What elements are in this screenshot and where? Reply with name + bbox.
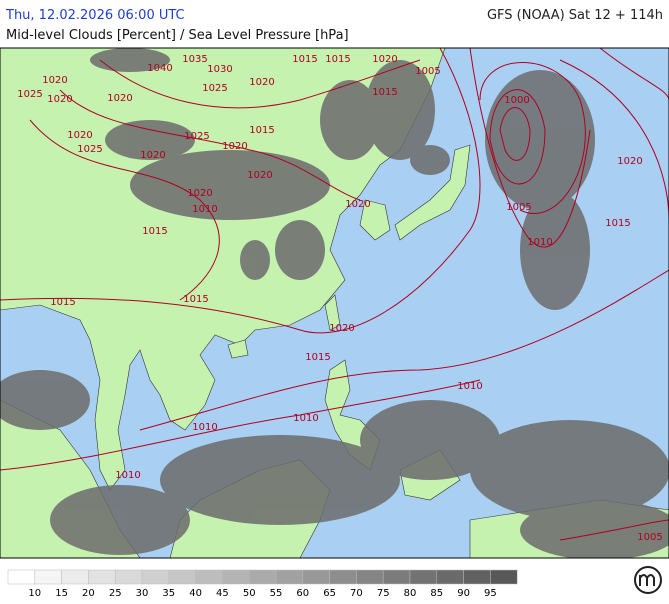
isobar-label: 1010 — [457, 381, 482, 392]
legend-swatch — [195, 569, 223, 585]
isobar-label: 1000 — [504, 95, 529, 106]
isobar-label: 1025 — [77, 144, 102, 155]
subtitle: Mid-level Clouds [Percent] / Sea Level P… — [6, 28, 349, 43]
legend-label: 20 — [82, 588, 95, 599]
legend-swatch — [436, 569, 464, 585]
isobar-label: 1015 — [142, 226, 167, 237]
isobar-label: 1015 — [305, 352, 330, 363]
legend-swatch — [463, 569, 491, 585]
isobar-label: 1010 — [527, 237, 552, 248]
legend-swatch — [248, 569, 277, 585]
legend-swatch — [114, 569, 143, 585]
isobar-label: 1020 — [47, 94, 72, 105]
isobar-label: 1015 — [249, 125, 274, 136]
legend-swatch — [222, 569, 250, 585]
legend-swatch — [275, 569, 304, 585]
isobar-label: 1020 — [42, 75, 67, 86]
legend-swatch — [61, 569, 89, 585]
legend-label: 90 — [457, 588, 470, 599]
isobar-label: 1035 — [182, 54, 207, 65]
isobar-label: 1025 — [184, 131, 209, 142]
isobar-label: 1020 — [345, 199, 370, 210]
isobar-label: 1005 — [415, 66, 440, 77]
isobar-label: 1010 — [192, 204, 217, 215]
land — [0, 48, 669, 558]
isobar-label: 1015 — [325, 54, 350, 65]
legend-swatch — [382, 569, 411, 585]
legend-label: 40 — [189, 588, 202, 599]
legend-swatch — [7, 569, 36, 585]
legend-swatch — [141, 569, 170, 585]
isobar-label: 1020 — [329, 323, 354, 334]
isobar-label: 1005 — [506, 202, 531, 213]
legend-label: 45 — [216, 588, 229, 599]
legend-label: 70 — [350, 588, 363, 599]
map-frame — [0, 47, 669, 559]
legend-swatch — [329, 569, 357, 585]
isobar-label: 1015 — [292, 54, 317, 65]
isobar-label: 1040 — [147, 63, 172, 74]
isobar-label: 1020 — [140, 150, 165, 161]
isobar-label: 1015 — [605, 218, 630, 229]
isobar-label: 1015 — [183, 294, 208, 305]
legend-label: 25 — [109, 588, 122, 599]
isobar-label: 1010 — [293, 413, 318, 424]
legend-swatch — [409, 569, 438, 585]
datetime: Thu, 12.02.2026 06:00 UTC — [5, 8, 185, 23]
isobar-label: 1010 — [192, 422, 217, 433]
isobar-label: 1020 — [372, 54, 397, 65]
legend-label: 80 — [404, 588, 417, 599]
isobars — [0, 48, 669, 541]
legend-label: 65 — [323, 588, 336, 599]
isobar-label: 1030 — [207, 64, 232, 75]
isobar-label: 1025 — [202, 83, 227, 94]
isobar-label: 1020 — [67, 130, 92, 141]
legend-label: 50 — [243, 588, 256, 599]
isobar-label: 1020 — [187, 188, 212, 199]
legend-label: 85 — [430, 588, 443, 599]
legend-label: 75 — [377, 588, 390, 599]
legend-swatch — [356, 569, 384, 585]
legend: 10 15 20 25 30 35 40 45 50 55 60 65 70 75 80 85 90 95 — [7, 569, 518, 599]
logo — [634, 566, 662, 594]
legend-swatch — [34, 569, 62, 585]
isobar-label: 1010 — [115, 470, 140, 481]
legend-label: 30 — [136, 588, 149, 599]
isobar-label: 1020 — [222, 141, 247, 152]
legend-label: 35 — [162, 588, 175, 599]
legend-label: 15 — [55, 588, 68, 599]
legend-swatch — [168, 569, 196, 585]
clouds — [0, 48, 669, 558]
isobar-label: 1025 — [17, 89, 42, 100]
isobar-label: 1020 — [249, 77, 274, 88]
isobar-label: 1015 — [50, 297, 75, 308]
legend-label: 95 — [484, 588, 497, 599]
isobar-label: 1020 — [107, 93, 132, 104]
isobar-label: 1015 — [372, 87, 397, 98]
legend-label: 10 — [28, 588, 41, 599]
legend-label: 55 — [270, 588, 283, 599]
isobar-label: 1005 — [637, 532, 662, 543]
legend-swatch — [302, 569, 330, 585]
isobar-label: 1020 — [247, 170, 272, 181]
legend-swatch — [88, 569, 116, 585]
legend-swatch — [490, 569, 518, 585]
model-run: GFS (NOAA) Sat 12 + 114h — [487, 8, 663, 23]
isobar-label: 1020 — [617, 156, 642, 167]
legend-label: 60 — [296, 588, 309, 599]
